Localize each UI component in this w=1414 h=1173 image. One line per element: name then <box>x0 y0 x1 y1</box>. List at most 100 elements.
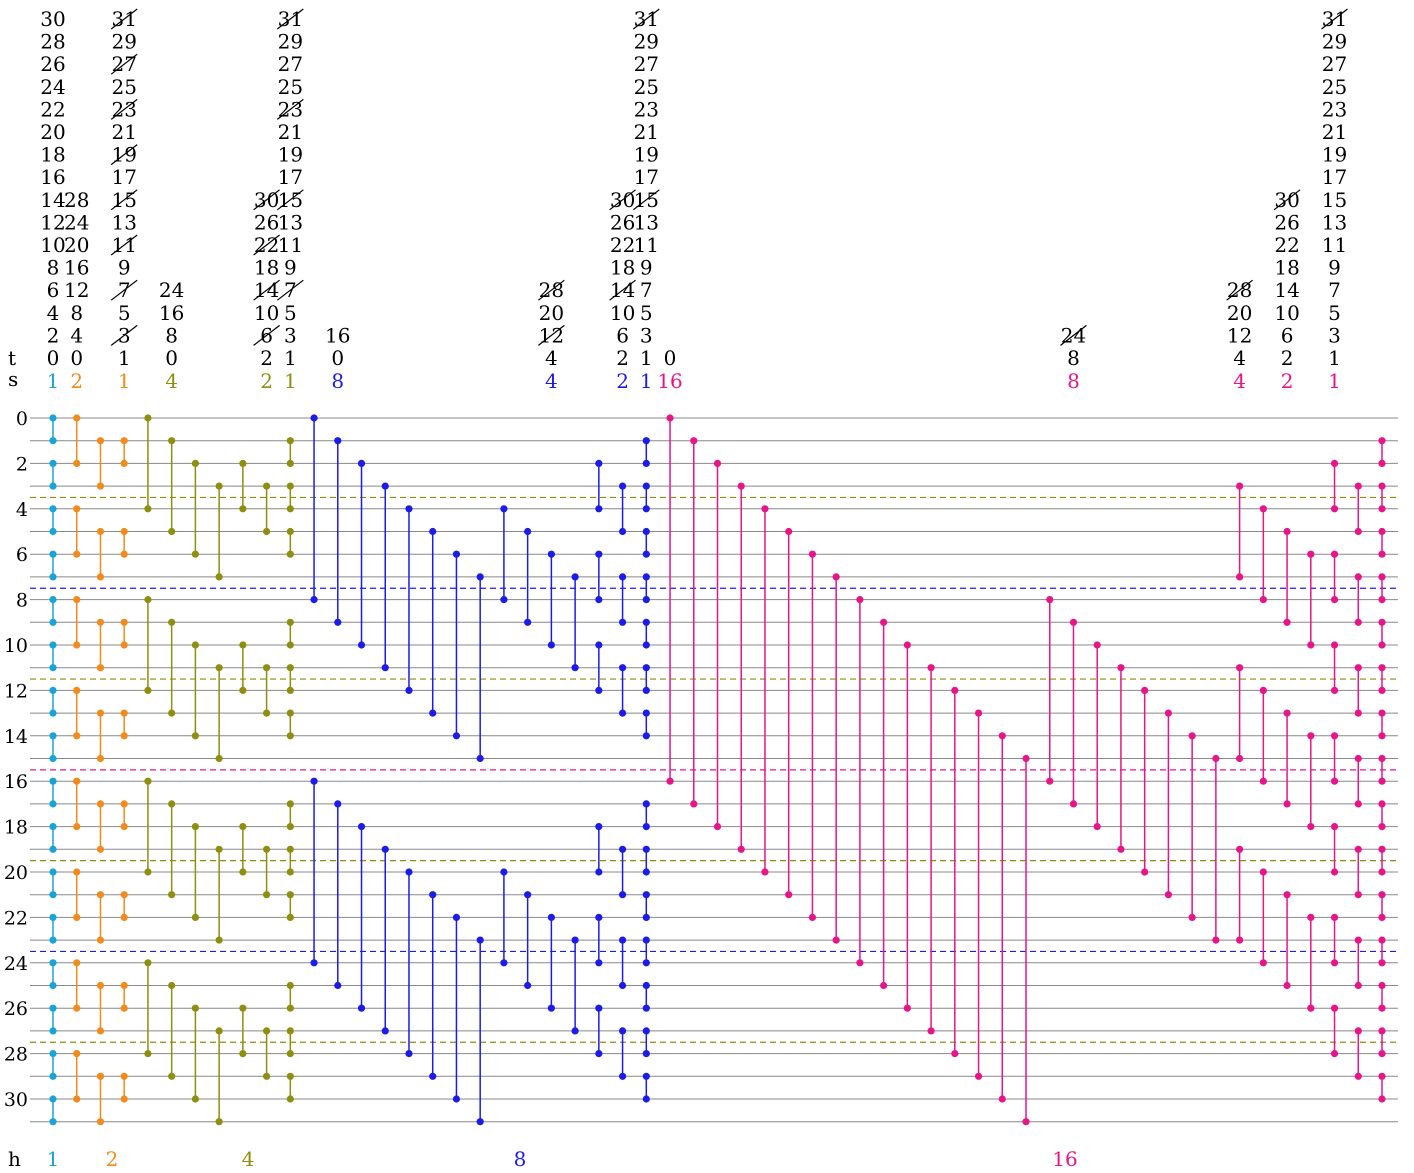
t-value: 4 <box>70 323 83 347</box>
gate-node <box>1117 845 1125 853</box>
strike-mark <box>632 189 660 211</box>
gate-node <box>334 800 342 808</box>
gate-node <box>49 1118 57 1126</box>
strike-mark <box>1226 279 1253 301</box>
gate-node <box>642 823 650 831</box>
gate-node <box>310 777 318 785</box>
h-label: 2 <box>106 1147 119 1171</box>
gate-node <box>1330 505 1339 513</box>
gate-node <box>286 1027 294 1035</box>
strike-mark <box>110 98 138 120</box>
t-value: 18 <box>1274 256 1299 280</box>
gate-node <box>96 800 105 808</box>
t-value: 27 <box>1322 52 1347 76</box>
t-value: 26 <box>610 210 635 234</box>
gate-node <box>618 891 627 899</box>
comparator-gates <box>49 414 1386 1126</box>
gate-node <box>405 505 413 513</box>
gate-node <box>286 641 294 649</box>
t-value: 15 <box>1322 188 1347 212</box>
gate-node <box>1354 800 1362 808</box>
t-value: 26 <box>254 210 279 234</box>
gate-node <box>642 505 650 513</box>
gate-node <box>595 505 603 513</box>
t-value: 13 <box>634 210 659 234</box>
t-value: 1 <box>284 346 297 370</box>
gate-node <box>191 1095 199 1103</box>
gate-node <box>595 959 603 967</box>
gate-node <box>1093 641 1101 649</box>
t-value: 9 <box>284 256 297 280</box>
gate-node <box>120 1004 128 1012</box>
gate-node <box>1330 823 1339 831</box>
gate-node <box>1378 686 1386 695</box>
h-label: 4 <box>242 1147 255 1171</box>
gate-node <box>73 868 81 876</box>
t-value: 0 <box>47 346 60 370</box>
gate-node <box>286 527 294 536</box>
gate-node <box>1307 732 1315 740</box>
wire-index-label: 0 <box>16 408 28 430</box>
t-value: 19 <box>1322 143 1347 167</box>
gate-node <box>1378 1072 1386 1080</box>
t-value: 28 <box>64 188 89 212</box>
gate-node <box>334 437 342 445</box>
t-value: 22 <box>610 233 635 257</box>
t-value: 11 <box>278 233 303 257</box>
t-value: 20 <box>64 233 89 257</box>
t-value: 12 <box>1227 323 1252 347</box>
gate-node <box>96 1118 105 1126</box>
gate-node <box>381 482 389 490</box>
t-value: 25 <box>278 75 303 99</box>
gate-node <box>1330 550 1339 558</box>
t-value: 7 <box>1328 278 1341 302</box>
gate-node <box>1378 550 1386 558</box>
wire-index-label: 30 <box>4 1089 28 1111</box>
gate-node <box>1330 913 1339 922</box>
gate-node <box>1378 1004 1386 1012</box>
gate-node <box>96 618 105 626</box>
gate-node <box>357 823 366 831</box>
gate-node <box>761 868 769 876</box>
gate-node <box>310 414 318 422</box>
t-value: 8 <box>70 301 83 325</box>
gate-node <box>476 1118 484 1126</box>
gate-node <box>168 981 176 990</box>
gate-node <box>49 1050 57 1058</box>
wire-index-label: 28 <box>4 1044 28 1066</box>
t-value: 0 <box>664 346 677 370</box>
gate-node <box>642 913 650 922</box>
gate-node <box>642 800 650 808</box>
h-label: 16 <box>1052 1147 1077 1171</box>
gate-node <box>1330 959 1339 967</box>
s-label: 1 <box>284 369 297 393</box>
gate-node <box>524 527 532 536</box>
gate-node <box>713 823 722 831</box>
t-value: 5 <box>284 301 297 325</box>
gate-node <box>168 527 176 536</box>
gate-node <box>49 777 57 785</box>
gate-node <box>642 550 650 558</box>
t-value: 3 <box>284 323 297 347</box>
gate-node <box>239 686 247 695</box>
gate-node <box>1330 868 1339 876</box>
t-value: 17 <box>634 165 659 189</box>
t-value: 6 <box>1281 323 1294 347</box>
gate-node <box>286 482 294 490</box>
gate-node <box>642 459 650 467</box>
t-value: 12 <box>64 278 89 302</box>
gate-node <box>1236 754 1244 763</box>
t-value: 28 <box>40 30 65 54</box>
gate-node <box>1378 459 1386 467</box>
gate-node <box>618 1027 627 1035</box>
gate-node <box>310 959 318 967</box>
gate-node <box>642 1004 650 1012</box>
gate-node <box>49 482 57 490</box>
gate-node <box>286 709 294 717</box>
gate-node <box>595 641 603 649</box>
gate-node <box>239 641 247 649</box>
t-value: 6 <box>47 278 60 302</box>
gate-node <box>286 686 294 695</box>
s-label: 1 <box>640 369 653 393</box>
